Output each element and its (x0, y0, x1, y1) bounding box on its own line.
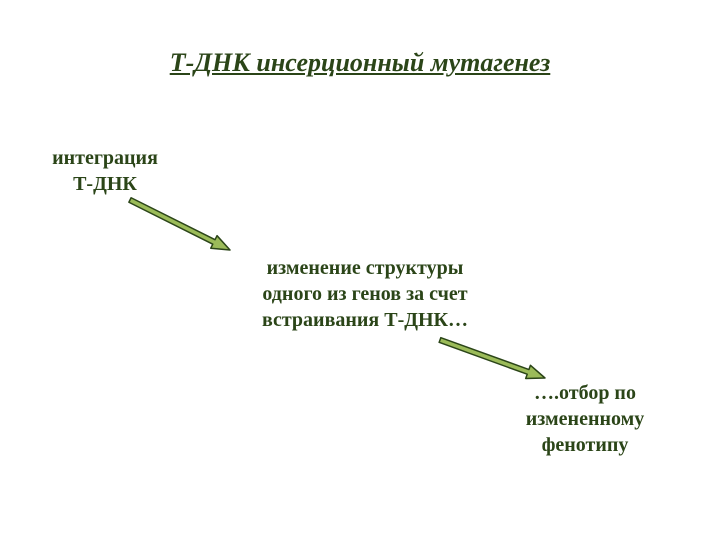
block-structure-change: изменение структурыодного из генов за сч… (230, 255, 500, 333)
block-integration: интеграцияТ-ДНК (30, 145, 180, 197)
block-selection: ….отбор поизмененномуфенотипу (500, 380, 670, 458)
diagram-title: Т-ДНК инсерционный мутагенез (140, 48, 580, 78)
